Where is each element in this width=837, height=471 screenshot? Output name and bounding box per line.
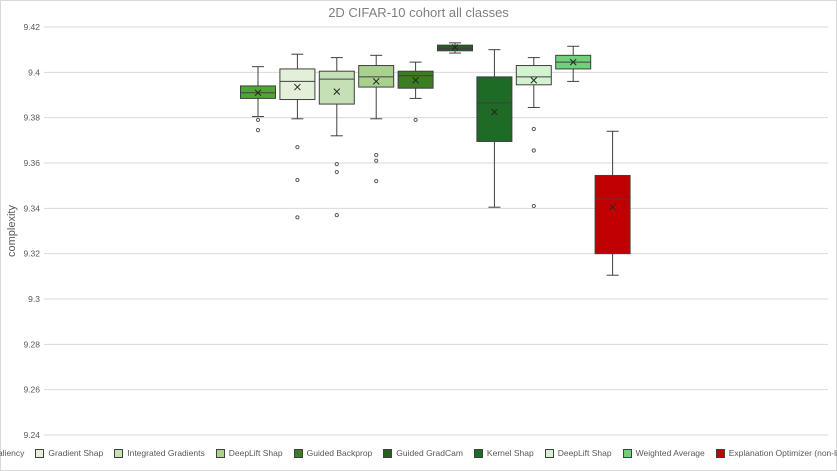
legend-label: Gradient Shap: [48, 448, 104, 458]
box-body: [476, 76, 513, 142]
legend-item: Guided GradCam: [383, 448, 463, 458]
legend-item: Integrated Gradients: [114, 448, 205, 458]
outlier-point: [374, 152, 379, 158]
mean-marker: [372, 78, 380, 85]
box-saliency: [240, 66, 276, 133]
outlier-point: [374, 179, 379, 184]
legend-swatch: [215, 448, 225, 458]
y-tick-label: 9.36: [23, 158, 40, 168]
outlier-point: [334, 162, 339, 167]
legend-swatch: [114, 448, 124, 458]
legend-label: Guided GradCam: [396, 448, 463, 458]
mean-marker: [451, 44, 459, 51]
legend-label: DeepLift Shap: [228, 448, 283, 458]
legend-label: Kernel Shap: [486, 448, 534, 458]
mean-marker: [294, 83, 301, 91]
y-tick-label: 9.34: [23, 203, 40, 213]
box-guided-backprop: [397, 61, 434, 123]
legend-label: Weighted Average: [635, 448, 705, 458]
mean-marker: [491, 108, 498, 116]
y-tick-label: 9.32: [23, 249, 40, 259]
outlier-point: [413, 117, 418, 123]
legend-swatch: [622, 448, 632, 458]
outlier-point: [531, 203, 536, 209]
box-weighted-average: [555, 45, 592, 82]
legend-swatch: [383, 448, 393, 458]
box-body: [279, 68, 316, 101]
chart-title: 2D CIFAR-10 cohort all classes: [328, 5, 509, 20]
legend-item: Weighted Average: [622, 448, 705, 458]
outlier-point: [334, 213, 339, 218]
legend-label: Saliency: [0, 448, 25, 458]
legend-label: Explanation Optimizer (non-linear): [728, 448, 837, 458]
box-explanation-optimizer-non-linear-: [594, 130, 631, 276]
mean-marker: [530, 76, 538, 84]
legend-swatch: [35, 448, 45, 458]
box-kernel-shap: [476, 49, 513, 208]
box-integrated-gradients: [318, 57, 355, 218]
legend-item: Explanation Optimizer (non-linear): [715, 448, 837, 458]
y-tick-label: 9.42: [23, 22, 40, 32]
legend-swatch: [544, 448, 554, 458]
box-body: [594, 174, 631, 255]
box-body: [515, 65, 552, 86]
y-tick-label: 9.3: [28, 294, 40, 304]
legend-item: DeepLift Shap: [544, 448, 612, 458]
legend-swatch: [473, 448, 483, 458]
outlier-point: [531, 126, 536, 132]
y-tick-label: 9.4: [28, 67, 40, 77]
y-tick-label: 9.38: [23, 113, 40, 123]
outlier-point: [255, 128, 261, 133]
legend-label: DeepLift Shap: [557, 448, 612, 458]
y-tick-label: 9.26: [23, 385, 40, 395]
legend-item: Saliency: [0, 448, 24, 458]
outlier-point: [374, 158, 379, 163]
y-tick-label: 9.28: [23, 339, 40, 349]
legend-item: Guided Backprop: [293, 448, 373, 458]
box-guided-gradcam: [437, 42, 473, 54]
box-deeplift-shap: [515, 57, 552, 209]
box-body: [318, 70, 355, 105]
outlier-point: [334, 169, 339, 175]
legend-item: Kernel Shap: [473, 448, 534, 458]
legend-item: DeepLift Shap: [215, 448, 283, 458]
mean-marker: [412, 76, 419, 84]
y-tick-label: 9.24: [23, 430, 40, 440]
outlier-point: [295, 145, 300, 150]
outlier-point: [295, 215, 300, 220]
mean-marker: [569, 58, 577, 66]
mean-marker: [609, 203, 616, 211]
outlier-point: [295, 177, 300, 183]
legend-label: Guided Backprop: [306, 448, 373, 458]
legend-swatch: [715, 448, 725, 458]
legend-label: Integrated Gradients: [127, 448, 205, 458]
mean-marker: [254, 89, 262, 97]
legend-item: Gradient Shap: [35, 448, 103, 458]
outlier-point: [531, 148, 536, 153]
legend: Saliency Gradient Shap Integrated Gradient…: [0, 448, 837, 458]
box-gradient-shap: [279, 53, 316, 220]
box-body: [358, 65, 395, 88]
legend-swatch: [293, 448, 303, 458]
box-deeplift-shap: [358, 54, 395, 184]
outlier-point: [255, 117, 261, 123]
mean-marker: [333, 88, 341, 95]
